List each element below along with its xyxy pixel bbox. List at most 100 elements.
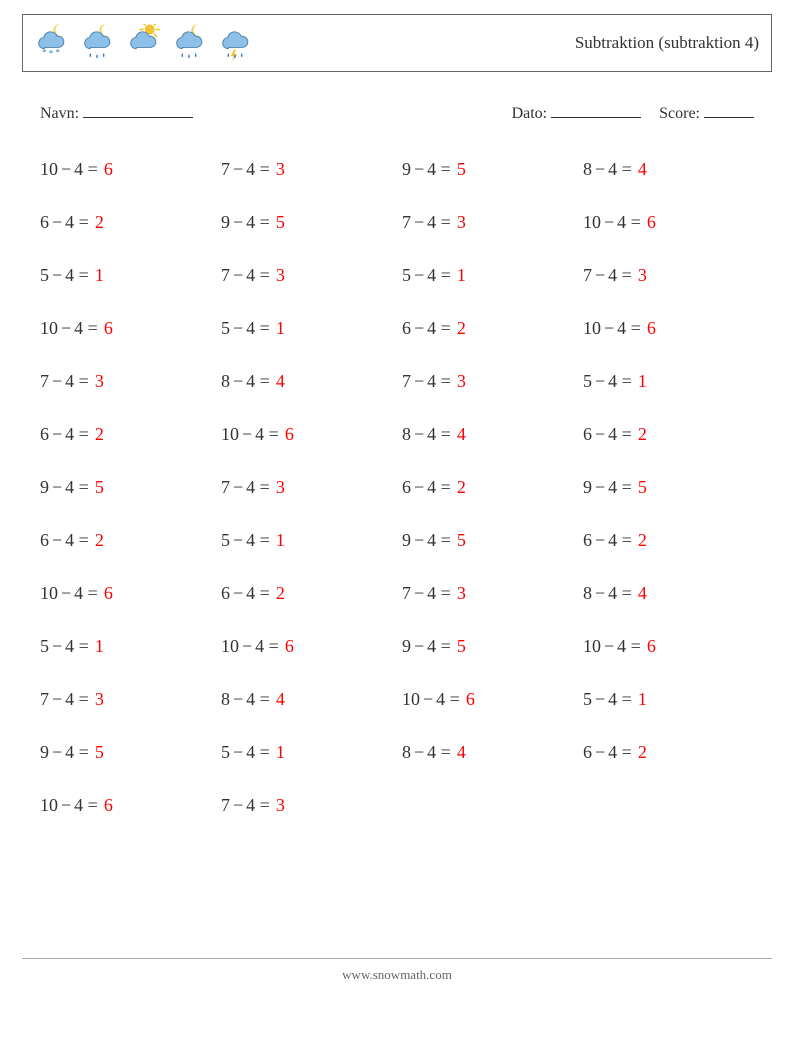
svg-text:*: *: [55, 47, 60, 57]
problem-cell: 10−4 = 6: [40, 583, 211, 604]
problem-cell: 6−4 = 2: [40, 530, 211, 551]
problem-expression: 5−4 =: [221, 742, 270, 763]
problem-cell: 8−4 =4: [221, 371, 392, 392]
problem-answer: 5: [95, 742, 104, 763]
problem-expression: 6−4 =: [583, 424, 632, 445]
problem-answer: 5: [457, 530, 466, 551]
problem-answer: 5: [95, 477, 104, 498]
meta-row: Navn: Dato: Score:: [40, 102, 754, 123]
cloud-sun-icon: [123, 23, 163, 63]
score-blank: [704, 102, 754, 118]
problem-cell: 5−4 = 1: [221, 530, 392, 551]
problem-cell: 7−4 = 3: [402, 583, 573, 604]
cloud-moon-rain-icon: [169, 23, 209, 63]
problem-expression: 9−4 =: [402, 636, 451, 657]
problem-expression: 10−4 =: [40, 318, 98, 339]
problem-expression: 7−4 =: [583, 265, 632, 286]
problem-answer: 2: [638, 742, 647, 763]
problem-expression: 5−4 =: [221, 530, 270, 551]
problem-answer: 2: [276, 583, 285, 604]
problem-answer: 3: [276, 265, 285, 286]
problem-cell: 6−4 =2: [583, 530, 754, 551]
problems-grid: 10−4 =67−4 =39−4 =58−4 =46−4 =29−4 =57−4…: [40, 159, 754, 816]
problem-cell: 9−4 =5: [402, 159, 573, 180]
problem-answer: 4: [457, 742, 466, 763]
problem-answer: 3: [276, 795, 285, 816]
problem-cell: 10−4 =6: [221, 636, 392, 657]
problem-expression: 8−4 =: [583, 159, 632, 180]
problem-answer: 3: [276, 159, 285, 180]
worksheet-title: Subtraktion (subtraktion 4): [575, 33, 759, 53]
problem-answer: 3: [457, 583, 466, 604]
problem-expression: 7−4 =: [402, 212, 451, 233]
problem-expression: 8−4 =: [583, 583, 632, 604]
problem-expression: 6−4 =: [40, 530, 89, 551]
problem-cell: 6−4 =2: [40, 424, 211, 445]
problem-answer: 1: [276, 318, 285, 339]
problem-cell: 6−4 =2: [221, 583, 392, 604]
problem-expression: 10−4 =: [583, 212, 641, 233]
date-blank: [551, 102, 641, 118]
problem-expression: 7−4 =: [221, 795, 270, 816]
problem-cell: 8−4 =4: [402, 424, 573, 445]
date-label: Dato:: [512, 102, 642, 123]
problem-expression: 7−4 =: [40, 371, 89, 392]
problem-expression: 5−4 =: [402, 265, 451, 286]
problem-answer: 6: [647, 212, 656, 233]
problem-expression: 10−4 =: [40, 795, 98, 816]
problem-cell: 9−4 =5: [402, 530, 573, 551]
worksheet-page: *** Subtraktion (subtraktion 4) Navn: Da…: [0, 14, 794, 991]
problem-answer: 1: [276, 530, 285, 551]
problem-answer: 3: [95, 371, 104, 392]
problem-cell: 6−4 =2: [402, 318, 573, 339]
problem-answer: 2: [95, 530, 104, 551]
header-box: *** Subtraktion (subtraktion 4): [22, 14, 772, 72]
problem-answer: 1: [95, 265, 104, 286]
problem-answer: 6: [104, 318, 113, 339]
problem-cell: 10−4 = 6: [583, 212, 754, 233]
problem-cell: 5−4 = 1: [40, 265, 211, 286]
problem-expression: 10−4 =: [40, 583, 98, 604]
problem-expression: 9−4 =: [40, 742, 89, 763]
problem-answer: 2: [638, 424, 647, 445]
problem-expression: 7−4 =: [221, 265, 270, 286]
problem-cell: 8−4 =4: [583, 583, 754, 604]
problem-answer: 6: [104, 159, 113, 180]
problem-cell: 7−4 =3: [402, 371, 573, 392]
problem-answer: 2: [95, 424, 104, 445]
problem-expression: 7−4 =: [40, 689, 89, 710]
problem-cell: 6−4 =2: [40, 212, 211, 233]
problem-answer: 4: [638, 159, 647, 180]
problem-expression: 6−4 =: [402, 318, 451, 339]
problem-expression: 9−4 =: [40, 477, 89, 498]
cloud-lightning-rain-icon: [215, 23, 255, 63]
problem-answer: 2: [95, 212, 104, 233]
problem-expression: 7−4 =: [402, 583, 451, 604]
problem-answer: 4: [276, 689, 285, 710]
problem-cell: 9−4 =5: [583, 477, 754, 498]
problem-answer: 3: [457, 371, 466, 392]
problem-expression: 6−4 =: [583, 742, 632, 763]
problem-cell: 6−4 =2: [402, 477, 573, 498]
problem-cell: 7−4 =3: [221, 477, 392, 498]
problem-answer: 1: [95, 636, 104, 657]
problem-expression: 5−4 =: [40, 265, 89, 286]
problem-expression: 6−4 =: [402, 477, 451, 498]
meta-right: Dato: Score:: [512, 102, 754, 123]
problem-answer: 3: [457, 212, 466, 233]
problem-cell: 10−4 =6: [221, 424, 392, 445]
problem-expression: 8−4 =: [221, 371, 270, 392]
problem-expression: 5−4 =: [221, 318, 270, 339]
problem-expression: 9−4 =: [583, 477, 632, 498]
problem-cell: 7−4 = 3: [221, 795, 392, 816]
weather-icons-strip: ***: [31, 23, 255, 63]
problem-expression: 6−4 =: [583, 530, 632, 551]
problem-answer: 3: [638, 265, 647, 286]
problem-answer: 6: [104, 583, 113, 604]
problem-answer: 6: [285, 636, 294, 657]
problem-expression: 5−4 =: [583, 689, 632, 710]
problem-answer: 1: [638, 689, 647, 710]
problem-answer: 1: [276, 742, 285, 763]
problem-expression: 10−4 =: [40, 159, 98, 180]
problem-answer: 5: [276, 212, 285, 233]
